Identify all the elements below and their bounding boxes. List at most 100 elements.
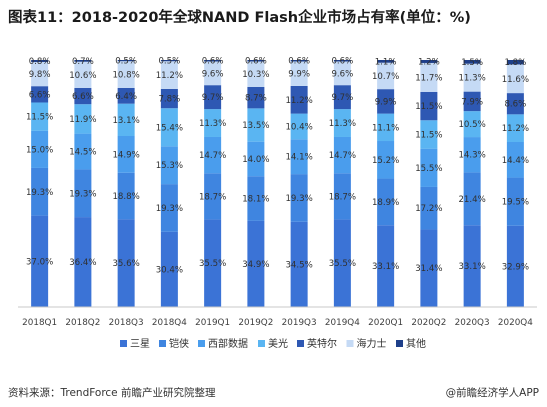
bar-segment-2019Q3-s5 <box>290 61 308 86</box>
data-label-2020Q2-s4: 11.5% <box>415 102 442 112</box>
data-label-2018Q4-s2: 15.3% <box>156 161 183 171</box>
bar-segment-2018Q2-s0 <box>74 217 92 307</box>
bar-segment-2018Q1-s1 <box>31 167 49 216</box>
data-label-2018Q2-s4: 6.6% <box>72 92 94 102</box>
data-label-2019Q1-s5: 9.6% <box>202 69 224 79</box>
bar-segment-2020Q3-s2 <box>463 137 481 173</box>
data-label-2018Q1-s4: 6.6% <box>29 90 51 100</box>
data-label-2018Q4-s5: 11.2% <box>156 71 183 81</box>
data-label-2018Q4-s0: 30.4% <box>156 265 183 275</box>
legend-swatch-s1 <box>159 340 166 347</box>
data-label-2020Q2-s1: 17.2% <box>415 204 442 214</box>
data-label-2019Q1-s0: 35.5% <box>199 259 226 269</box>
data-label-2019Q3-s5: 9.9% <box>288 70 310 80</box>
data-label-2019Q4-s4: 9.7% <box>331 93 353 103</box>
bar-segment-2020Q4-s4 <box>506 93 524 115</box>
data-label-2018Q3-s0: 35.6% <box>112 259 139 269</box>
bar-segment-2020Q3-s1 <box>463 172 481 226</box>
bar-segment-2018Q4-s1 <box>160 184 178 232</box>
data-label-2019Q4-s6: 0.6% <box>331 57 353 67</box>
bar-segment-2019Q1-s5 <box>204 61 222 86</box>
data-label-2018Q2-s0: 36.4% <box>69 258 96 268</box>
data-label-2020Q1-s2: 15.2% <box>372 156 399 166</box>
bar-segment-2019Q1-s2 <box>204 136 222 174</box>
data-label-2019Q2-s5: 10.3% <box>242 70 269 80</box>
legend-swatch-s6 <box>396 340 403 347</box>
bar-segment-2019Q3-s3 <box>290 113 308 140</box>
legend-label-s3: 美光 <box>268 337 288 350</box>
bar-segment-2019Q2-s6 <box>247 60 265 62</box>
bar-segment-2018Q1-s5 <box>31 61 49 87</box>
bar-segment-2020Q2-s5 <box>420 62 438 92</box>
x-tick-2020Q2: 2020Q2 <box>411 318 446 328</box>
data-label-2019Q4-s1: 18.7% <box>329 192 356 202</box>
bar-segment-2020Q1-s5 <box>377 62 395 90</box>
data-label-2019Q3-s0: 34.5% <box>285 260 312 270</box>
x-tick-2020Q4: 2020Q4 <box>498 318 533 328</box>
bar-segment-2018Q3-s0 <box>117 219 135 307</box>
data-label-2020Q2-s5: 11.7% <box>415 73 442 83</box>
source-note: 资料来源：TrendForce 前瞻产业研究院整理 <box>8 386 216 399</box>
data-label-2020Q3-s3: 10.5% <box>458 120 485 130</box>
bar-segment-2018Q2-s1 <box>74 169 92 218</box>
legend: 三星 铠侠 西部数据 美光 英特尔 海力士 其他 <box>120 337 426 350</box>
bar-segment-2018Q3-s5 <box>117 61 135 88</box>
data-label-2019Q1-s6: 0.6% <box>202 57 224 67</box>
bar-segment-2019Q4-s3 <box>333 109 351 137</box>
bar-segment-2019Q4-s2 <box>333 136 351 174</box>
bar-segment-2019Q3-s1 <box>290 174 308 222</box>
data-label-2018Q3-s6: 0.5% <box>115 57 137 67</box>
bar-segment-2019Q4-s0 <box>333 219 351 307</box>
bar-segment-2018Q1-s2 <box>31 130 49 168</box>
data-label-2019Q2-s0: 34.9% <box>242 260 269 270</box>
legend-label-s4: 英特尔 <box>307 337 337 350</box>
bar-segment-2019Q3-s0 <box>290 221 308 307</box>
data-label-2018Q2-s5: 10.6% <box>69 71 96 81</box>
data-label-2019Q3-s1: 19.3% <box>285 194 312 204</box>
data-label-2020Q2-s2: 15.5% <box>415 164 442 174</box>
data-label-2018Q4-s6: 0.5% <box>158 57 180 67</box>
data-label-2020Q4-s0: 32.9% <box>502 262 529 272</box>
data-label-2020Q3-s2: 14.3% <box>458 151 485 161</box>
bar-segment-2019Q1-s4 <box>204 85 222 110</box>
bar-segment-2018Q4-s0 <box>160 231 178 307</box>
plot-area: 37.0% 19.3% 15.0% 11.5% 6.6% 9.8% 0.8% 36.4% 19.… <box>26 57 529 307</box>
data-label-2018Q4-s1: 19.3% <box>156 204 183 214</box>
data-label-2020Q4-s2: 14.4% <box>502 156 529 166</box>
data-label-2019Q1-s4: 9.7% <box>202 93 224 103</box>
legend-label-s1: 铠侠 <box>169 337 189 350</box>
x-tick-2019Q3: 2019Q3 <box>282 318 317 328</box>
data-label-2019Q3-s2: 14.1% <box>285 153 312 163</box>
bar-segment-2019Q1-s0 <box>204 219 222 307</box>
data-label-2020Q4-s4: 8.6% <box>504 100 526 110</box>
legend-swatch-s4 <box>297 340 304 347</box>
bar-segment-2020Q4-s5 <box>506 64 524 94</box>
x-tick-2018Q1: 2018Q1 <box>22 318 57 328</box>
data-label-2018Q1-s3: 11.5% <box>26 113 53 123</box>
bar-segment-2018Q4-s4 <box>160 88 178 109</box>
data-label-2018Q1-s6: 0.8% <box>29 57 51 67</box>
data-label-2019Q2-s6: 0.6% <box>245 57 267 67</box>
data-label-2020Q4-s3: 11.2% <box>502 124 529 134</box>
x-tick-2018Q2: 2018Q2 <box>65 318 100 328</box>
bar-segment-2018Q4-s3 <box>160 108 178 147</box>
bar-segment-2019Q4-s1 <box>333 173 351 220</box>
data-label-2020Q2-s6: 1.2% <box>418 57 440 67</box>
x-tick-2018Q3: 2018Q3 <box>109 318 144 328</box>
bar-segment-2019Q3-s6 <box>290 60 308 62</box>
data-label-2020Q3-s6: 1.5% <box>461 58 483 68</box>
legend-label-s2: 西部数据 <box>208 337 248 350</box>
bar-segment-2018Q3-s1 <box>117 172 135 220</box>
data-label-2019Q4-s3: 11.3% <box>329 119 356 129</box>
legend-swatch-s3 <box>258 340 265 347</box>
bar-segment-2020Q2-s1 <box>420 186 438 230</box>
bar-segment-2020Q3-s3 <box>463 111 481 138</box>
data-label-2018Q2-s3: 11.9% <box>69 115 96 125</box>
data-label-2020Q2-s3: 11.5% <box>415 130 442 140</box>
data-label-2019Q1-s2: 14.7% <box>199 151 226 161</box>
legend-label-s6: 其他 <box>406 337 426 350</box>
data-label-2018Q3-s3: 13.1% <box>112 116 139 126</box>
bar-segment-2020Q2-s4 <box>420 91 438 121</box>
data-label-2018Q3-s5: 10.8% <box>112 71 139 81</box>
